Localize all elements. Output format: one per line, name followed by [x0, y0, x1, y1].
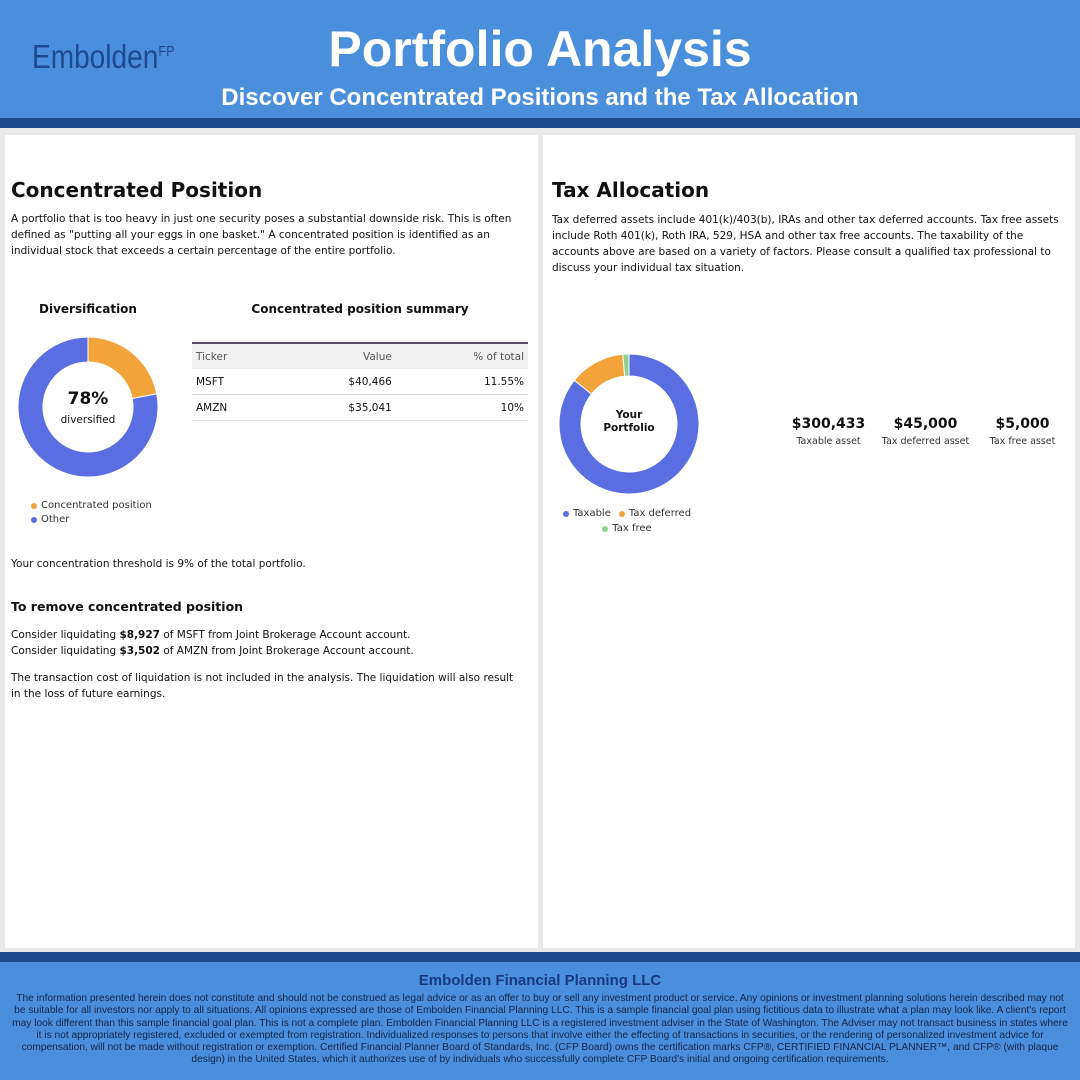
legend: Concentrated position Other	[31, 500, 152, 528]
asset-amount: $5,000	[995, 416, 1050, 432]
footer-company: Embolden Financial Planning LLC	[418, 972, 662, 989]
legend-label: Taxable	[572, 508, 611, 519]
legend: Taxable Tax deferred Tax free	[562, 508, 692, 534]
legend-label: Concentrated position	[41, 500, 152, 511]
legend-swatch	[31, 516, 37, 523]
page-subtitle: Discover Concentrated Positions and the …	[221, 84, 859, 111]
donut-segment	[622, 354, 630, 377]
action-text: Consider liquidating	[11, 645, 120, 657]
table-header-cell: Ticker	[192, 342, 281, 369]
table-row: MSFT $40,466 11.55%	[192, 369, 528, 395]
note: The transaction cost of liquidation is n…	[11, 672, 514, 700]
logo-text: Embolden	[32, 38, 159, 75]
table-row: AMZN $35,041 10%	[192, 394, 528, 421]
left-panel	[5, 135, 538, 948]
asset-card: $300,433 Taxable asset	[780, 416, 877, 447]
header-band	[0, 118, 1080, 128]
asset-amount: $300,433	[791, 416, 866, 432]
logo: EmboldenFP	[32, 38, 175, 76]
asset-amount: $45,000	[893, 416, 958, 432]
action-text: of AMZN from Joint Brokerage Account acc…	[159, 645, 414, 657]
asset-card: $5,000 Tax free asset	[974, 416, 1071, 447]
legend-label: Tax deferred	[628, 508, 692, 519]
table-header-cell: % of total	[395, 342, 528, 369]
legend-swatch	[31, 502, 37, 509]
summary-table: Ticker Value% of total MSFT $40,466 11.55% AM…	[192, 342, 528, 421]
donut-center-value: 78%	[67, 389, 109, 409]
legend-item: Concentrated position	[31, 500, 152, 511]
legend-item: Other	[31, 514, 152, 525]
logo-sup: FP	[158, 43, 175, 60]
header	[0, 0, 1080, 118]
threshold-text: Your concentration threshold is 9% of th…	[11, 558, 306, 570]
donut-center-label: Your Portfolio	[603, 409, 655, 434]
action-text: Consider liquidating	[11, 629, 120, 641]
legend-swatch	[618, 510, 625, 517]
asset-label: Taxable asset	[796, 436, 861, 447]
chart-title: Diversification	[39, 302, 137, 316]
action-line: Consider liquidating $3,502 of AMZN from…	[11, 643, 414, 659]
legend-item: Tax deferred	[618, 508, 692, 519]
table-cell: 11.55%	[395, 369, 528, 395]
asset-card: $45,000 Tax deferred asset	[877, 416, 974, 447]
section-intro: A portfolio that is too heavy in just on…	[11, 213, 512, 257]
donut-center-label: diversified	[60, 414, 116, 426]
subheading: To remove concentrated position	[11, 599, 244, 614]
table-title: Concentrated position summary	[251, 302, 469, 316]
legend-item: Tax free	[602, 523, 652, 534]
table-header-row: Ticker Value% of total	[192, 342, 528, 369]
right-panel	[543, 135, 1075, 948]
footer-disclaimer: The information presented herein does no…	[12, 993, 1068, 1066]
legend-swatch	[562, 510, 569, 517]
donut-chart	[18, 337, 158, 477]
table-cell: $40,466	[280, 369, 396, 395]
asset-label: Tax deferred asset	[881, 436, 970, 447]
legend-label: Tax free	[612, 523, 652, 534]
page-title: Portfolio Analysis	[328, 21, 752, 77]
footer-band	[0, 952, 1080, 962]
table-cell: AMZN	[192, 394, 281, 421]
legend-item: Taxable	[562, 508, 611, 519]
section-heading: Tax Allocation	[552, 178, 710, 202]
asset-label: Tax free asset	[989, 436, 1056, 447]
section-heading: Concentrated Position	[11, 178, 263, 202]
actions: Consider liquidating $8,927 of MSFT from…	[11, 627, 414, 659]
action-line: Consider liquidating $8,927 of MSFT from…	[11, 627, 414, 643]
legend-swatch	[602, 525, 609, 532]
donut-segment	[559, 354, 699, 494]
legend-label: Other	[41, 514, 70, 525]
action-amount: $3,502	[119, 645, 160, 657]
footer	[0, 962, 1080, 1080]
action-text: of MSFT from Joint Brokerage Account acc…	[159, 629, 411, 641]
action-amount: $8,927	[119, 629, 160, 641]
cards: $300,433 Taxable asset $45,000 Tax deferred…	[780, 416, 1071, 447]
table-cell: $35,041	[280, 394, 396, 421]
table-cell: MSFT	[192, 369, 281, 395]
section-intro: Tax deferred assets include 401(k)/403(b…	[552, 214, 1059, 274]
table-header-cell: Value	[280, 342, 396, 369]
donut-segment	[18, 337, 158, 477]
table-cell: 10%	[395, 394, 528, 421]
donut-chart	[559, 354, 699, 494]
